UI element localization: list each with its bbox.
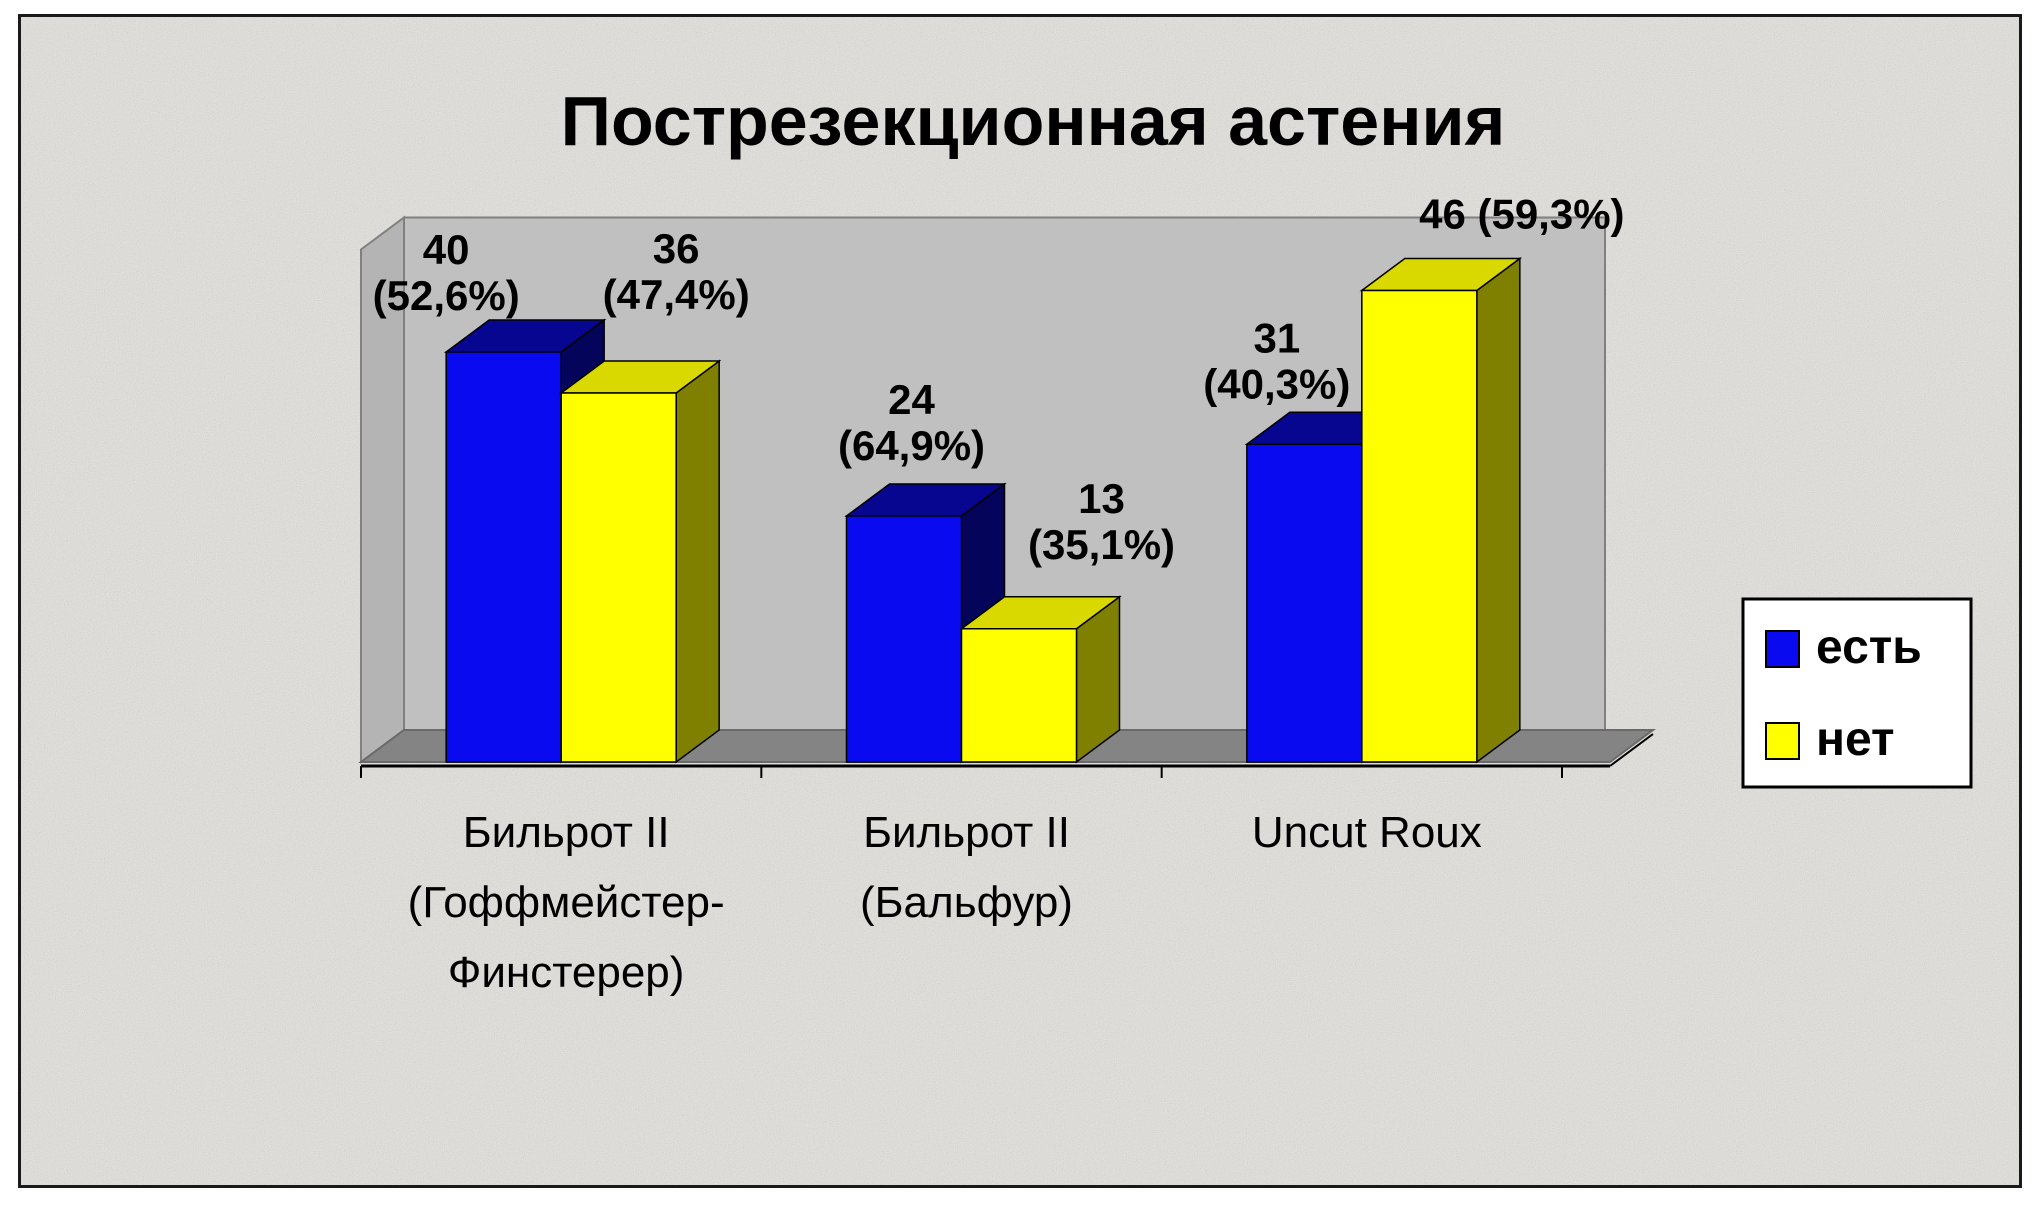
bar-нет-1 — [558, 359, 722, 764]
data-label-percent-есть-2: (64,9%) — [838, 422, 985, 469]
category-label-2-line-1: Бильрот II — [863, 808, 1070, 857]
data-label-value-есть-3: 31 — [1253, 314, 1300, 361]
data-labels-layer: 40(52,6%) 36(47,4%) 24(64,9%) 13(35,1%) 31(4… — [373, 191, 1625, 568]
data-label-value-есть-1: 40 — [423, 226, 470, 273]
category-label-1-line-3: Финстерер) — [448, 948, 685, 997]
data-label-percent-нет-2: (35,1%) — [1028, 521, 1175, 568]
category-labels-layer: Бильрот II (Гоффмейстер- Финстерер) Бильрот… — [408, 808, 1482, 997]
legend-swatch-est — [1765, 630, 1800, 668]
data-label-нет-3: 46 (59,3%) — [1419, 191, 1624, 238]
bars-layer — [443, 257, 1523, 764]
category-label-3-line-1: Uncut Roux — [1252, 808, 1482, 857]
bar-front-face — [560, 392, 677, 763]
data-label-value-есть-2: 24 — [888, 376, 935, 423]
bar-front-face — [960, 628, 1078, 763]
bar-front-face — [445, 351, 562, 763]
chart-svg: Пострезекционная астения 40(52,6%) 36(47,… — [21, 17, 2019, 1185]
chart-title: Пострезекционная астения — [561, 82, 1506, 160]
bar-нет-2 — [959, 595, 1122, 764]
data-label-value-нет-1: 36 — [653, 225, 700, 272]
legend-label-net: нет — [1816, 713, 1895, 766]
bar-side-face — [1476, 257, 1521, 764]
bar-front-face — [845, 515, 963, 763]
data-label-percent-есть-3: (40,3%) — [1203, 360, 1350, 407]
category-label-1-line-2: (Гоффмейстер- — [408, 878, 725, 927]
data-label-percent-нет-1: (47,4%) — [603, 271, 750, 318]
bar-нет-3 — [1359, 257, 1523, 764]
data-label-value-нет-2: 13 — [1078, 475, 1125, 522]
legend-label-est: есть — [1816, 621, 1922, 674]
legend: есть нет — [1741, 597, 1973, 789]
category-label-2-line-2: (Бальфур) — [860, 878, 1073, 927]
bar-side-face — [675, 359, 720, 764]
chart-frame: Пострезекционная астения 40 (52,6%) 36 (47,… — [18, 14, 2022, 1188]
category-label-1-line-1: Бильрот II — [463, 808, 670, 857]
bar-front-face — [1361, 289, 1478, 763]
bar-front-face — [1246, 443, 1363, 763]
legend-swatch-net — [1765, 722, 1800, 760]
data-label-percent-есть-1: (52,6%) — [373, 272, 520, 319]
floor-edge-line — [1609, 733, 1654, 767]
